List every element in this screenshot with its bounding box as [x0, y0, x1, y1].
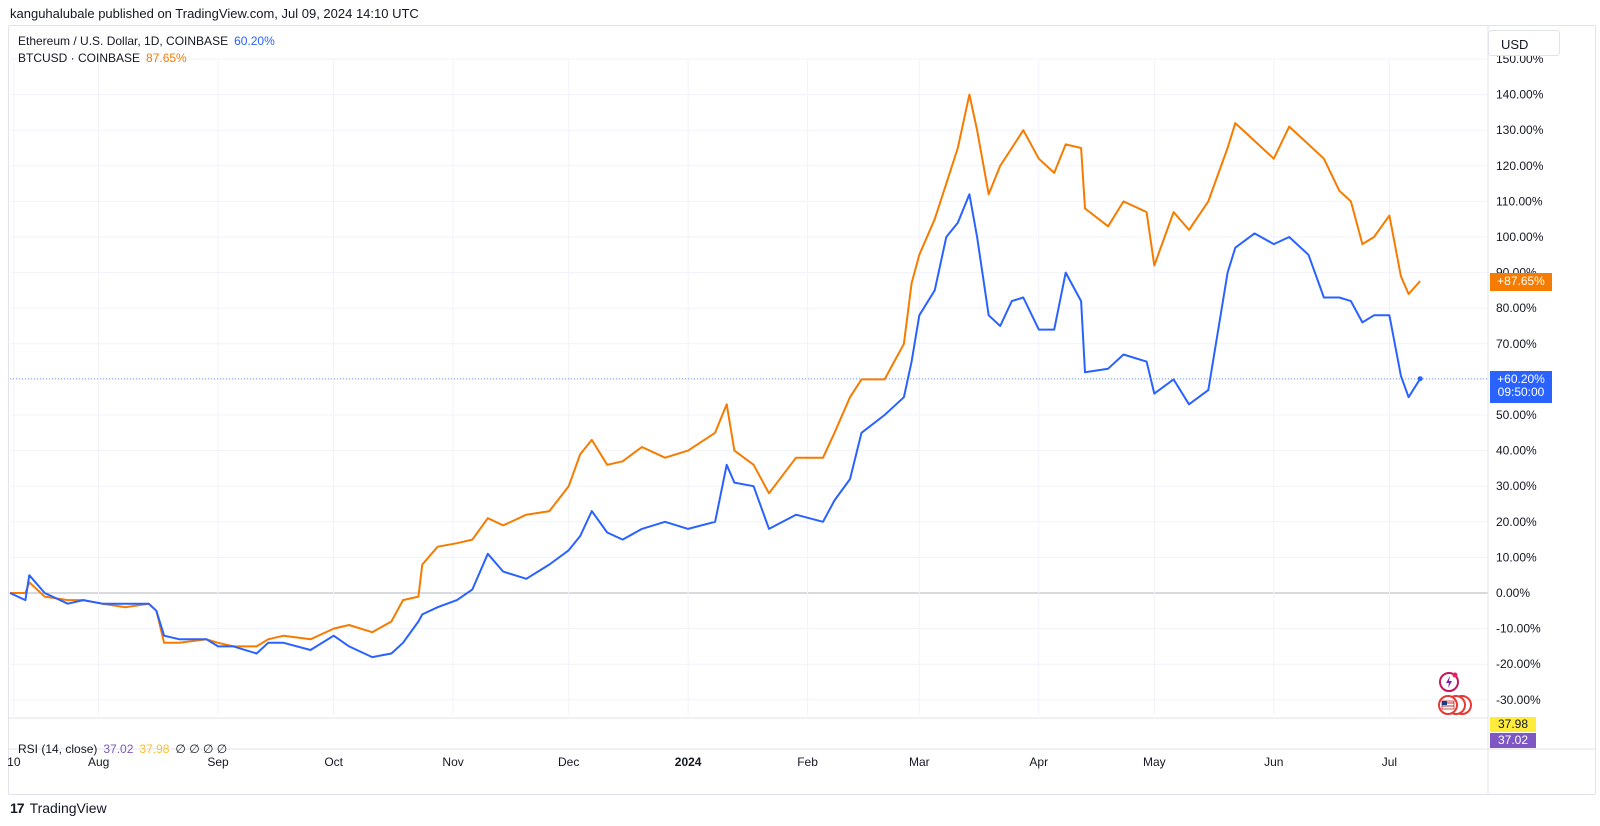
- legend-btc-name: BTCUSD · COINBASE: [18, 51, 141, 65]
- x-tick-label: Oct: [324, 755, 343, 769]
- y-tick-label: 80.00%: [1496, 301, 1537, 315]
- y-tick-label: 130.00%: [1496, 123, 1544, 137]
- eth-last-point: [1417, 376, 1423, 382]
- legend-eth-value: 60.20%: [234, 34, 275, 48]
- y-tick-label: 0.00%: [1496, 586, 1530, 600]
- y-tick-label: 70.00%: [1496, 337, 1537, 351]
- x-tick-label: Feb: [797, 755, 818, 769]
- x-tick-label: Apr: [1029, 755, 1048, 769]
- x-tick-label: Mar: [909, 755, 930, 769]
- y-tick-label: 110.00%: [1496, 194, 1543, 208]
- y-tick-label: 100.00%: [1496, 230, 1544, 244]
- chart-frame: [8, 25, 1596, 795]
- btc-price-badge: +87.65%: [1490, 273, 1552, 291]
- tradingview-logo-icon: 17: [10, 800, 25, 816]
- y-tick-label: 50.00%: [1496, 408, 1537, 422]
- us-flag-events-icon[interactable]: [1436, 694, 1472, 716]
- y-tick-label: -10.00%: [1496, 622, 1541, 636]
- currency-button[interactable]: USD: [1488, 30, 1560, 56]
- rsi-legend[interactable]: RSI (14, close) 37.02 37.98 ∅ ∅ ∅ ∅: [18, 742, 233, 756]
- x-tick-label: Jun: [1264, 755, 1283, 769]
- eth-series-line[interactable]: [9, 193, 1422, 659]
- rsi-nulls: ∅ ∅ ∅ ∅: [175, 742, 228, 756]
- legend-btc[interactable]: BTCUSD · COINBASE 87.65%: [18, 51, 187, 65]
- x-tick-label: 2024: [675, 755, 702, 769]
- y-tick-label: 40.00%: [1496, 444, 1537, 458]
- y-tick-label: -30.00%: [1496, 693, 1541, 707]
- footer: 17 TradingView: [10, 800, 107, 816]
- x-tick-label: Aug: [88, 755, 109, 769]
- rsi-value-2: 37.98: [139, 742, 170, 756]
- x-tick-label: Dec: [558, 755, 579, 769]
- x-tick-label: 10: [7, 755, 21, 769]
- y-tick-label: -20.00%: [1496, 657, 1541, 671]
- bolt-circle-icon[interactable]: [1437, 670, 1461, 694]
- btc-series-line[interactable]: [10, 93, 1421, 648]
- legend-eth-name: Ethereum / U.S. Dollar, 1D, COINBASE: [18, 34, 229, 48]
- x-tick-label: Sep: [207, 755, 229, 769]
- y-tick-label: 30.00%: [1496, 479, 1537, 493]
- legend-btc-value: 87.65%: [146, 51, 187, 65]
- y-tick-label: 10.00%: [1496, 550, 1537, 564]
- x-tick-label: May: [1143, 755, 1166, 769]
- rsi-value-1: 37.02: [103, 742, 134, 756]
- rsi-badge-yellow: 37.98: [1490, 717, 1536, 732]
- legend-eth[interactable]: Ethereum / U.S. Dollar, 1D, COINBASE 60.2…: [18, 34, 275, 48]
- eth-price-badge-time: 09:50:00: [1497, 385, 1545, 399]
- y-tick-label: 20.00%: [1496, 515, 1537, 529]
- rsi-label: RSI (14, close): [18, 742, 98, 756]
- publisher-line: kanguhalubale published on TradingView.c…: [10, 6, 419, 21]
- y-tick-label: 140.00%: [1496, 88, 1544, 102]
- y-tick-label: 120.00%: [1496, 159, 1544, 173]
- x-tick-label: Nov: [442, 755, 463, 769]
- footer-brand[interactable]: TradingView: [29, 800, 107, 816]
- x-tick-label: Jul: [1382, 755, 1397, 769]
- rsi-badge-purple: 37.02: [1490, 733, 1536, 748]
- eth-price-badge: +60.20% 09:50:00: [1490, 371, 1552, 403]
- eth-price-badge-value: +60.20%: [1497, 372, 1545, 386]
